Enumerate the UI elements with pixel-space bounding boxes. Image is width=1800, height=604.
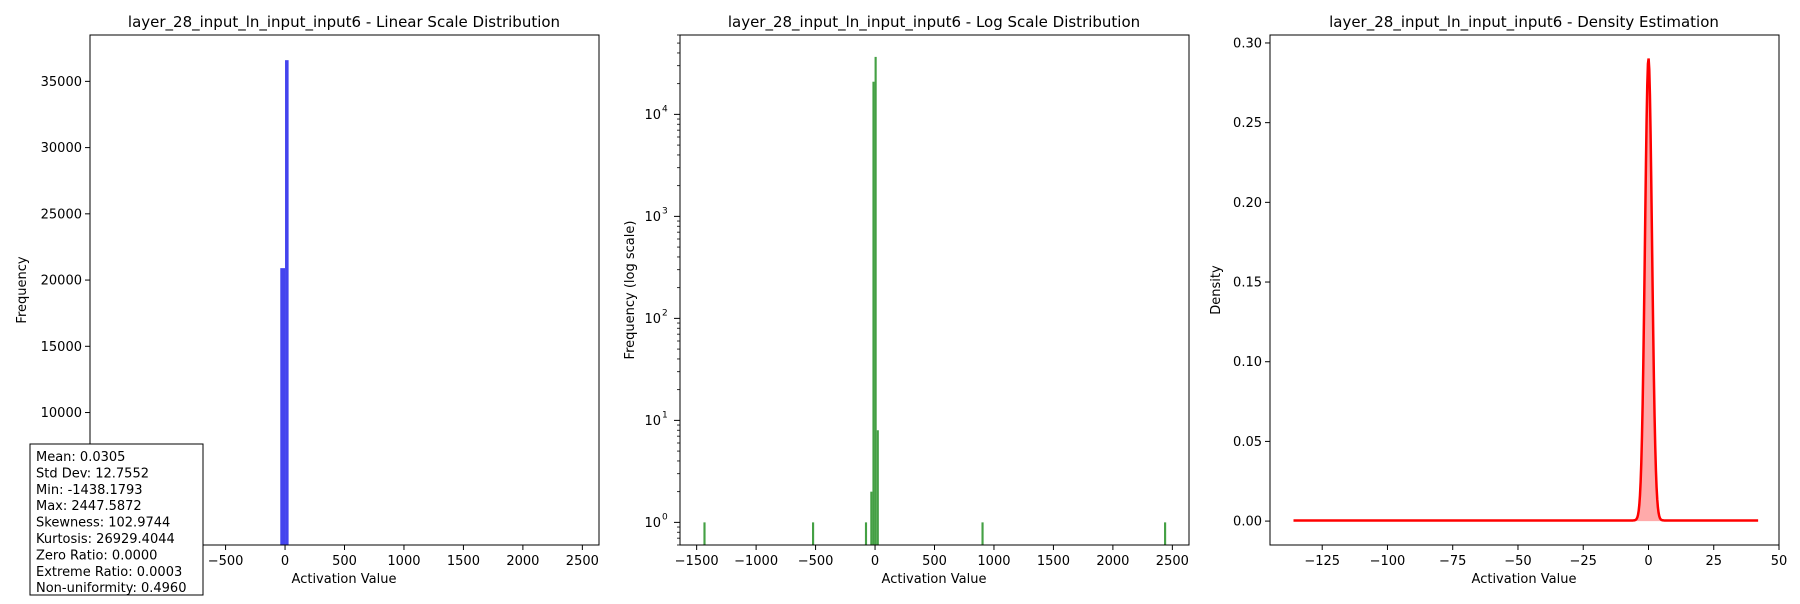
log-x-axis-label: Activation Value	[882, 572, 987, 587]
x-tick-label: 0	[871, 554, 879, 569]
linear-chart-title: layer_28_input_ln_input_input6 - Linear …	[128, 13, 560, 32]
histogram-bar	[876, 430, 879, 545]
x-tick-label: −50	[1504, 554, 1531, 569]
y-tick-label: 20000	[41, 274, 82, 289]
density-fill	[1293, 58, 1759, 522]
y-tick-label: 0.20	[1233, 196, 1262, 211]
y-tick-exponent: 0	[662, 512, 668, 522]
histogram-bar	[864, 522, 868, 545]
y-tick-label: 0.05	[1233, 435, 1262, 450]
stats-line: Skewness: 102.9744	[36, 516, 170, 531]
y-tick-label: 0.25	[1233, 116, 1262, 131]
linear-x-axis-label: Activation Value	[292, 572, 397, 587]
histogram-bar	[812, 522, 815, 545]
y-tick-label: 30000	[41, 141, 82, 156]
log-chart-title: layer_28_input_ln_input_input6 - Log Sca…	[728, 13, 1140, 32]
histogram-bar	[981, 522, 984, 545]
log-distribution-panel: layer_28_input_ln_input_input6 - Log Sca…	[623, 13, 1190, 587]
density-x-axis-label: Activation Value	[1472, 572, 1577, 587]
y-tick-label: 0.00	[1233, 515, 1262, 530]
x-tick-label: 0	[1644, 554, 1652, 569]
density-y-axis-label: Density	[1209, 265, 1224, 315]
histogram-bar	[280, 268, 286, 545]
y-tick-exponent: 4	[662, 104, 668, 114]
x-tick-label: −25	[1570, 554, 1597, 569]
histogram-bar	[703, 522, 706, 545]
x-tick-label: 500	[922, 554, 947, 569]
y-tick-label: 25000	[41, 207, 82, 222]
x-tick-label: 500	[332, 554, 357, 569]
stats-line: Min: -1438.1793	[36, 483, 143, 498]
x-tick-label: 2000	[506, 554, 539, 569]
y-tick-label: 10	[644, 312, 661, 327]
linear-distribution-panel: layer_28_input_ln_input_input6 - Linear …	[15, 13, 600, 596]
x-tick-label: −1000	[734, 554, 778, 569]
log-plot-frame	[679, 34, 1190, 546]
density-panel: layer_28_input_ln_input_input6 - Density…	[1209, 13, 1787, 587]
x-tick-label: 2000	[1096, 554, 1129, 569]
x-tick-label: 1000	[387, 554, 420, 569]
y-tick-label: 10	[644, 516, 661, 531]
histogram-bar	[285, 60, 289, 546]
density-line	[1293, 58, 1759, 522]
histogram-bar	[872, 81, 875, 546]
x-tick-label: 2500	[1156, 554, 1189, 569]
histogram-bar	[874, 56, 877, 545]
x-tick-label: 2500	[566, 554, 599, 569]
stats-line: Std Dev: 12.7552	[36, 466, 149, 481]
x-tick-label: 1500	[1037, 554, 1070, 569]
x-tick-label: 50	[1771, 554, 1788, 569]
x-tick-label: −100	[1370, 554, 1406, 569]
y-tick-exponent: 3	[662, 206, 668, 216]
log-y-axis-label: Frequency (log scale)	[623, 221, 638, 360]
x-tick-label: 0	[281, 554, 289, 569]
stats-line: Non-uniformity: 0.4960	[36, 581, 186, 596]
stats-line: Zero Ratio: 0.0000	[36, 548, 157, 563]
y-tick-label: 35000	[41, 75, 82, 90]
stats-line: Kurtosis: 26929.4044	[36, 532, 175, 547]
stats-line: Mean: 0.0305	[36, 450, 125, 465]
y-tick-label: 0.15	[1233, 276, 1262, 291]
y-tick-label: 10	[644, 414, 661, 429]
x-tick-label: −125	[1304, 554, 1340, 569]
linear-y-axis-label: Frequency	[15, 256, 30, 323]
stats-line: Extreme Ratio: 0.0003	[36, 565, 182, 580]
x-tick-label: 1500	[447, 554, 480, 569]
x-tick-label: −500	[208, 554, 244, 569]
y-tick-label: 0.10	[1233, 355, 1262, 370]
y-tick-label: 10	[644, 210, 661, 225]
y-tick-exponent: 1	[662, 410, 668, 420]
x-tick-label: 1000	[977, 554, 1010, 569]
stats-line: Max: 2447.5872	[36, 499, 142, 514]
y-tick-exponent: 2	[662, 308, 668, 318]
x-tick-label: −75	[1439, 554, 1466, 569]
x-tick-label: 25	[1705, 554, 1722, 569]
y-tick-label: 10	[644, 108, 661, 123]
histogram-bar	[870, 491, 873, 545]
density-chart-title: layer_28_input_ln_input_input6 - Density…	[1329, 13, 1719, 32]
density-plot-frame	[1269, 34, 1780, 546]
x-tick-label: −1500	[675, 554, 719, 569]
histogram-bar	[1164, 522, 1167, 545]
y-tick-label: 10000	[41, 406, 82, 421]
x-tick-label: −500	[798, 554, 834, 569]
y-tick-label: 15000	[41, 340, 82, 355]
y-tick-label: 0.30	[1233, 36, 1262, 51]
